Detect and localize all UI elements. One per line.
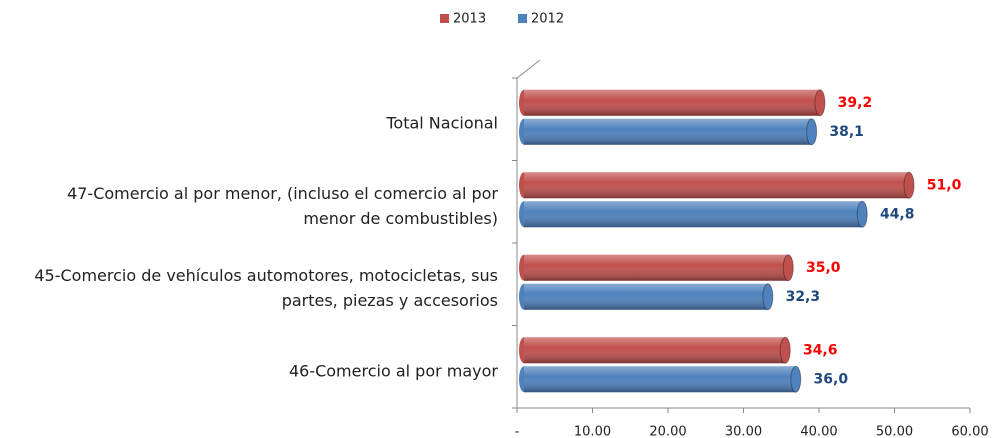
bar-cap — [856, 200, 868, 228]
bar-shade — [524, 254, 789, 281]
bar-shade — [524, 201, 863, 228]
value-label: 44,8 — [880, 206, 915, 222]
value-label: 36,0 — [814, 371, 849, 387]
legend-swatch — [440, 14, 449, 23]
legend-label: 2013 — [453, 12, 486, 27]
bar-shade — [524, 366, 796, 393]
legend-swatch — [518, 14, 527, 23]
x-tick-label: 50.00 — [876, 425, 913, 438]
axis-line — [516, 59, 541, 79]
value-label: 51,0 — [927, 177, 962, 193]
value-label: 34,6 — [803, 342, 838, 358]
bar-shade — [524, 337, 786, 364]
bar-cap — [790, 365, 802, 393]
bar-cap — [782, 254, 794, 282]
legend-label: 2012 — [531, 12, 564, 27]
value-label: 32,3 — [786, 289, 821, 305]
bar-cap — [814, 89, 826, 117]
category-label: 45-Comercio de vehículos automotores, mo… — [34, 266, 498, 311]
value-label: 35,0 — [806, 260, 841, 276]
category-label: 47-Comercio al por menor, (incluso el co… — [67, 183, 498, 228]
value-label: 38,1 — [829, 124, 864, 140]
x-tick-label: 20.00 — [649, 425, 686, 438]
bar-shade — [524, 283, 768, 310]
bar-cap — [806, 118, 818, 146]
x-tick-label: 60.00 — [951, 425, 988, 438]
x-tick-label: - — [515, 425, 520, 438]
bar-shade — [524, 89, 820, 116]
bar-cap — [762, 283, 774, 311]
category-label: Total Nacional — [386, 113, 498, 133]
x-tick-label: 30.00 — [725, 425, 762, 438]
x-tick-label: 10.00 — [574, 425, 611, 438]
category-label: 46-Comercio al por mayor — [288, 361, 498, 381]
bar-shade — [524, 118, 812, 145]
bar-cap — [779, 336, 791, 364]
bar-cap — [903, 171, 915, 199]
x-tick-label: 40.00 — [800, 425, 837, 438]
bar-shade — [524, 172, 910, 199]
value-label: 39,2 — [838, 95, 873, 111]
